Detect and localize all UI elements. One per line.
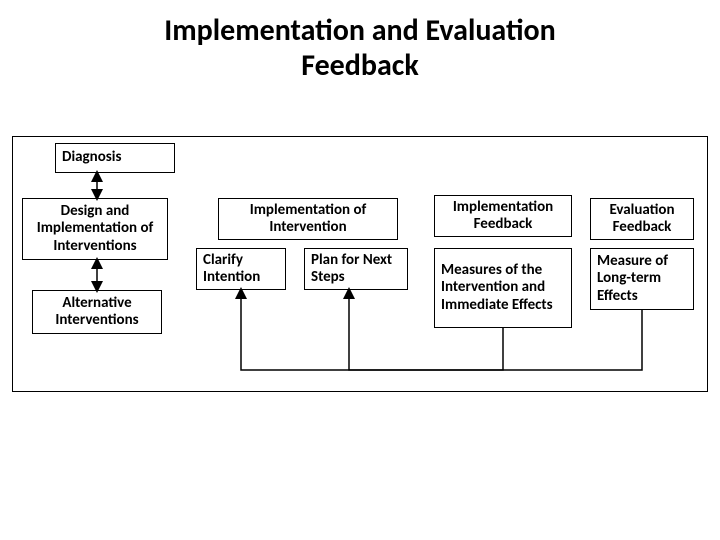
box-alternative: Alternative Interventions (32, 290, 162, 334)
page-title: Implementation and Evaluation Feedback (0, 0, 720, 83)
label: Diagnosis (62, 149, 121, 166)
label: Evaluation Feedback (597, 202, 687, 237)
box-diagnosis: Diagnosis (55, 143, 175, 173)
box-eval-feedback-header: Evaluation Feedback (590, 198, 694, 240)
box-plan: Plan for Next Steps (304, 248, 408, 290)
title-line-2: Feedback (0, 49, 720, 84)
box-impl-intervention: Implementation of Intervention (218, 198, 398, 240)
title-line-1: Implementation and Evaluation (0, 14, 720, 49)
label: Plan for Next Steps (311, 252, 401, 287)
label: Alternative Interventions (39, 295, 155, 330)
label: Measure of Long-term Effects (597, 253, 687, 305)
box-clarify: Clarify Intention (196, 248, 286, 290)
box-measures: Measures of the Intervention and Immedia… (434, 248, 572, 328)
box-measure-longterm: Measure of Long-term Effects (590, 248, 694, 310)
box-impl-feedback-header: Implementation Feedback (434, 195, 572, 237)
box-design: Design and Implementation of Interventio… (22, 198, 168, 260)
label: Implementation Feedback (441, 199, 565, 234)
label: Design and Implementation of Interventio… (29, 203, 161, 255)
label: Measures of the Intervention and Immedia… (441, 262, 565, 314)
label: Clarify Intention (203, 252, 279, 287)
label: Implementation of Intervention (225, 202, 391, 237)
